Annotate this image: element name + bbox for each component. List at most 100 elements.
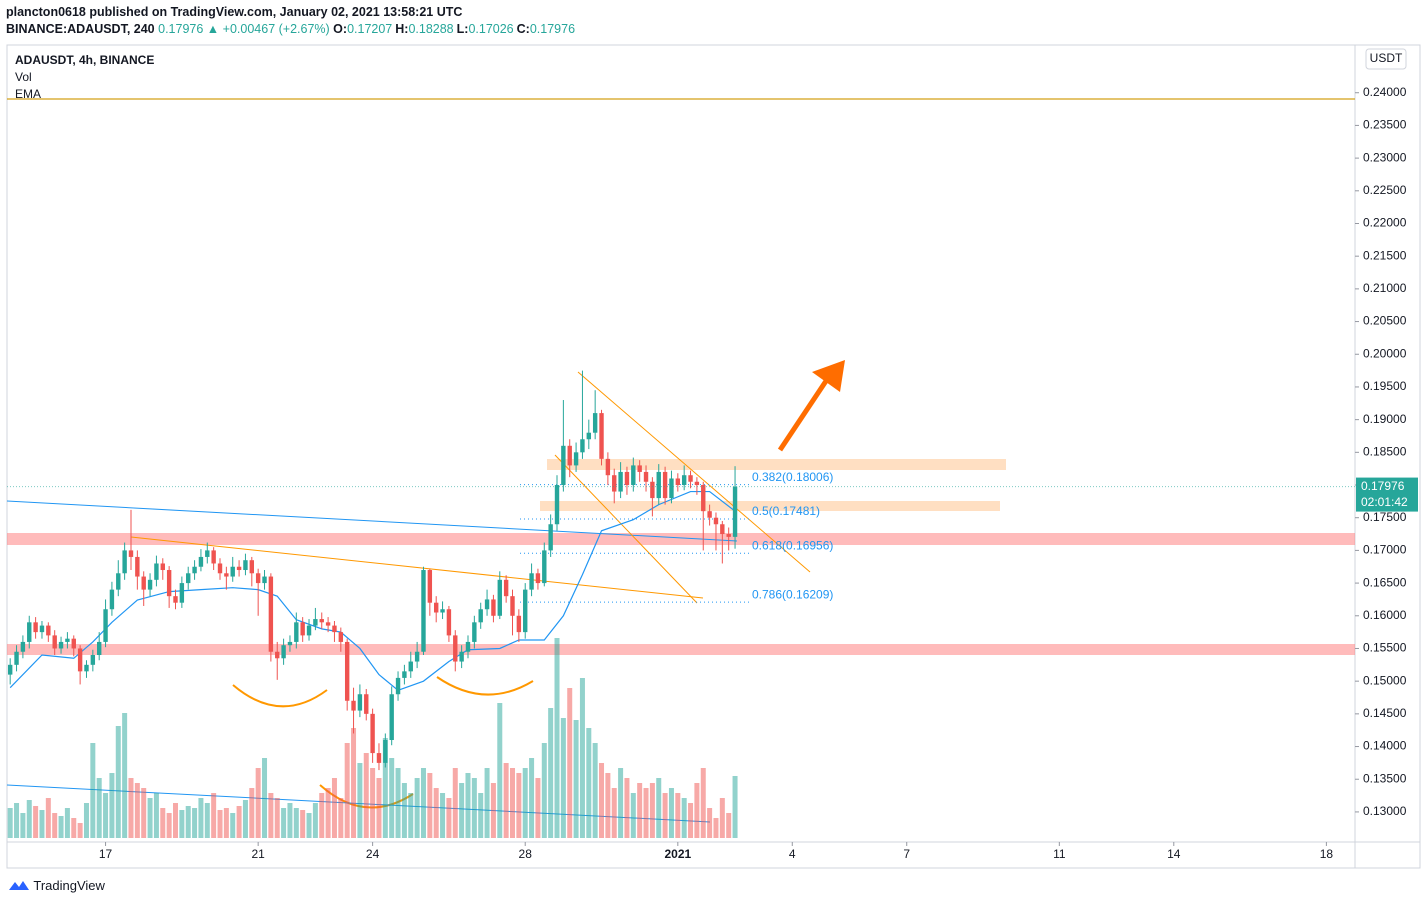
volume-bar <box>14 803 20 838</box>
y-tick-label: 0.17500 <box>1363 510 1407 524</box>
candle-body <box>306 625 312 636</box>
candle-body <box>383 740 388 763</box>
candle-body <box>281 645 286 659</box>
x-tick-label: 21 <box>251 847 265 861</box>
volume-bar <box>223 808 229 838</box>
candle-body <box>325 622 331 626</box>
currency-button[interactable] <box>1365 48 1407 70</box>
candle-body <box>103 609 108 642</box>
candle-body <box>503 579 509 597</box>
candle-body <box>243 560 248 571</box>
volume-bar <box>548 708 554 838</box>
volume-bar <box>408 793 414 838</box>
volume-bar <box>109 773 115 838</box>
candle-body <box>14 651 19 665</box>
volume-bar <box>281 808 287 838</box>
footer-brand: TradingView <box>33 878 105 893</box>
publisher: plancton0618 published on TradingView.co… <box>6 5 463 19</box>
candle-body <box>732 486 738 537</box>
candle-body <box>592 413 598 433</box>
volume-bar <box>141 788 147 838</box>
volume-bar <box>122 713 128 838</box>
candle-body <box>465 641 471 652</box>
volume-bar <box>134 783 140 838</box>
candle-body <box>160 563 165 571</box>
candle-body <box>389 694 394 741</box>
volume-bar <box>242 800 248 838</box>
currency[interactable]: USDT <box>1370 51 1403 65</box>
volume-bar <box>503 763 509 838</box>
volume-bar <box>490 783 496 838</box>
volume-bar <box>446 798 452 838</box>
fib-label: 0.786(0.16209) <box>752 587 833 601</box>
volume-bar <box>77 823 83 838</box>
ohlc-label: C: <box>516 22 530 36</box>
candle-body <box>497 579 502 616</box>
candle-body <box>580 439 585 453</box>
volume-bar <box>605 773 611 838</box>
volume-bar <box>592 743 598 838</box>
y-tick-label: 0.15000 <box>1363 673 1407 687</box>
y-tick-label: 0.16500 <box>1363 575 1407 589</box>
ohlc-label: L: <box>456 22 469 36</box>
candle-body <box>300 622 305 636</box>
volume-bar <box>255 768 261 838</box>
volume-bar <box>599 763 605 838</box>
volume-bar <box>719 798 725 838</box>
trend-line <box>577 371 811 573</box>
candle-body <box>421 570 426 652</box>
volume-bar <box>662 793 668 838</box>
volume-bar <box>529 758 535 838</box>
volume-bar <box>414 778 420 838</box>
x-tick-label: 14 <box>1167 847 1181 861</box>
volume-bar <box>732 776 738 838</box>
volume-bar <box>71 818 77 838</box>
candle-body <box>618 471 623 492</box>
volume-bar <box>306 813 312 838</box>
candle-body <box>217 563 223 574</box>
candle-body <box>408 661 413 672</box>
candle-body <box>542 550 547 584</box>
candle-body <box>236 566 242 571</box>
volume-bar <box>249 788 255 838</box>
trend-line <box>130 536 704 599</box>
candle-body <box>90 655 96 665</box>
candle-body <box>122 550 127 574</box>
volume-bar <box>370 768 376 838</box>
trend-line <box>6 500 738 542</box>
volume-bar <box>198 798 204 838</box>
volume-bar <box>300 810 306 838</box>
candle-body <box>561 445 566 486</box>
candle-body <box>643 471 649 482</box>
y-tick-label: 0.19500 <box>1363 379 1407 393</box>
x-tick-label: 28 <box>519 847 533 861</box>
volume-bar <box>668 788 674 838</box>
arc <box>232 684 328 708</box>
candle-body <box>262 576 267 584</box>
candle-body <box>313 619 318 626</box>
candle-body <box>484 599 490 610</box>
last-price-box <box>1356 477 1418 512</box>
volume-bar <box>96 778 102 838</box>
volume-bar <box>637 783 643 838</box>
x-tick-label: 2021 <box>664 847 691 861</box>
candle-body <box>141 576 146 590</box>
y-tick-label: 0.23000 <box>1363 150 1407 164</box>
volume-bar <box>45 798 51 838</box>
candle-body <box>567 445 572 466</box>
volume-bar <box>338 798 344 838</box>
volume-bar <box>166 813 172 838</box>
y-tick-label: 0.21000 <box>1363 281 1407 295</box>
symbol: BINANCE:ADAUSDT, 240 <box>6 22 155 36</box>
volume-bar <box>115 726 121 838</box>
volume-bar <box>389 758 395 838</box>
candle-body <box>548 524 553 551</box>
candle-body <box>344 641 350 701</box>
volume-bar <box>293 808 299 838</box>
candle-body <box>179 583 185 603</box>
volume-bar <box>440 793 446 838</box>
volume-bar <box>478 793 484 838</box>
candle-body <box>7 664 13 675</box>
legend-vol: Vol <box>15 70 32 84</box>
candle-body <box>173 596 178 603</box>
